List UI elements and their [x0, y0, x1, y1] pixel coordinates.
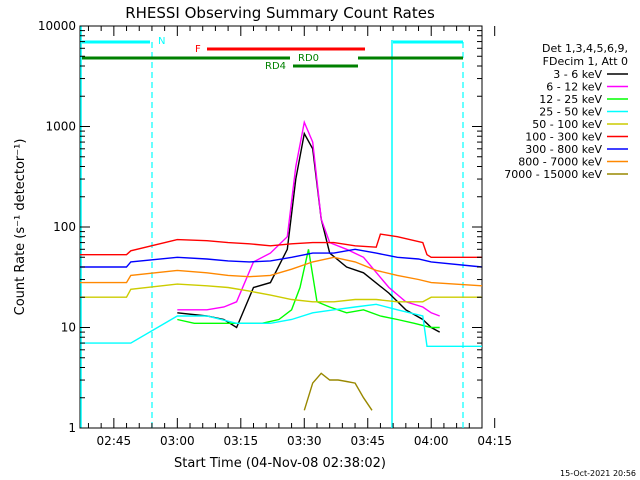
x-tick-label: 02:45: [97, 434, 132, 448]
series-line-6: [80, 248, 483, 268]
x-tick-label: 03:30: [287, 434, 322, 448]
legend-label-7: 800 - 7000 keV: [518, 156, 602, 169]
series-line-2: [177, 249, 440, 329]
x-tick-label: 04:00: [414, 434, 449, 448]
series-line-5: [80, 233, 482, 258]
chart-title: RHESSI Observing Summary Count Rates: [125, 4, 435, 22]
x-tick-label: 03:45: [350, 434, 385, 448]
plot-area: N F RD0 RD4 1 10 100 1000 10000 02:45 03:00 03:…: [38, 19, 512, 448]
legend-label-5: 100 - 300 keV: [525, 131, 602, 144]
series-line-0: [177, 131, 441, 333]
legend-label-1: 6 - 12 keV: [546, 81, 602, 94]
y-tick-label: 1: [68, 421, 76, 435]
rd0-flag-label: RD0: [298, 53, 319, 64]
series-line-7: [80, 256, 483, 287]
y-tick-label: 10000: [38, 19, 76, 33]
y-axis-label: Count Rate (s⁻¹ detector⁻¹): [13, 139, 28, 316]
flare-flag-label: F: [195, 44, 201, 55]
legend-header-line2: FDecim 1, Att 0: [543, 55, 628, 68]
series-line-8: [303, 372, 373, 411]
footer-timestamp: 15-Oct-2021 20:56: [560, 469, 636, 478]
x-axis-label: Start Time (04-Nov-08 02:38:02): [174, 456, 386, 471]
ticks-layer: 1 10 100 1000 10000 02:45 03:00 03:15 03:30 03:45…: [38, 19, 512, 448]
legend-label-8: 7000 - 15000 keV: [504, 168, 602, 181]
series-line-4: [80, 283, 482, 303]
y-tick-label: 100: [53, 220, 76, 234]
legend-label-2: 12 - 25 keV: [539, 93, 602, 106]
x-tick-label: 03:15: [224, 434, 259, 448]
legend-label-4: 50 - 100 keV: [532, 118, 602, 131]
y-tick-label: 1000: [45, 120, 76, 134]
x-tick-label: 04:15: [477, 434, 512, 448]
legend-label-6: 300 - 800 keV: [525, 143, 602, 156]
legend-header-line1: Det 1,3,4,5,6,9,: [542, 42, 628, 55]
series-layer: [80, 119, 483, 411]
legend-label-3: 25 - 50 keV: [539, 106, 602, 119]
x-tick-label: 03:00: [160, 434, 195, 448]
series-line-3: [80, 303, 482, 347]
night-flag-label: N: [158, 36, 165, 47]
rd4-flag-label: RD4: [265, 61, 286, 72]
legend-label-0: 3 - 6 keV: [553, 68, 602, 81]
legend: Det 1,3,4,5,6,9, FDecim 1, Att 0 3 - 6 k…: [504, 42, 628, 181]
y-tick-label: 10: [61, 321, 76, 335]
plot-frame: [79, 25, 483, 429]
